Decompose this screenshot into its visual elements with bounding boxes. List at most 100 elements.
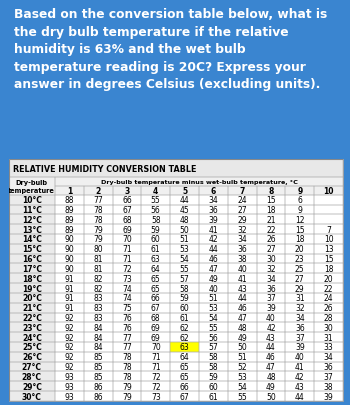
Bar — [257, 362, 285, 371]
Bar — [112, 225, 141, 234]
Bar — [228, 293, 257, 303]
Bar — [285, 205, 314, 215]
Bar — [257, 362, 285, 371]
Text: 38: 38 — [237, 254, 247, 263]
Text: 65: 65 — [180, 372, 189, 381]
Text: 89: 89 — [64, 225, 74, 234]
Text: 47: 47 — [209, 264, 218, 273]
Bar — [112, 371, 141, 382]
Bar — [257, 342, 285, 352]
Bar — [55, 303, 84, 313]
Bar — [112, 391, 141, 401]
Text: 9: 9 — [298, 205, 302, 214]
Bar — [55, 187, 84, 195]
Text: 72: 72 — [151, 372, 161, 381]
Bar — [141, 225, 170, 234]
Text: 24: 24 — [237, 196, 247, 205]
Bar — [199, 333, 228, 342]
Bar — [199, 382, 228, 391]
Bar — [170, 274, 199, 284]
Bar — [257, 254, 285, 264]
Bar — [170, 382, 199, 391]
Bar — [228, 284, 257, 293]
Bar — [199, 382, 228, 391]
Bar — [55, 382, 84, 391]
Bar — [257, 215, 285, 225]
Text: 41: 41 — [295, 362, 304, 371]
Text: 42: 42 — [266, 323, 276, 332]
Text: 81: 81 — [93, 264, 103, 273]
Bar — [257, 264, 285, 274]
Text: 55: 55 — [180, 264, 189, 273]
Text: 14°C: 14°C — [22, 235, 42, 244]
Bar — [228, 244, 257, 254]
Text: 50: 50 — [180, 225, 189, 234]
Bar — [84, 215, 112, 225]
Bar — [228, 382, 257, 391]
Bar — [199, 303, 228, 313]
Bar — [9, 254, 55, 264]
Text: 1: 1 — [66, 187, 72, 196]
Bar — [84, 195, 112, 205]
Text: 90: 90 — [64, 264, 74, 273]
Text: 42: 42 — [295, 372, 304, 381]
Text: 75: 75 — [122, 303, 132, 312]
Bar — [112, 187, 141, 195]
Text: 7: 7 — [239, 187, 245, 196]
Text: 69: 69 — [151, 333, 161, 342]
Bar — [228, 187, 257, 195]
Text: 37: 37 — [266, 294, 276, 303]
Bar — [257, 187, 285, 195]
Bar — [112, 352, 141, 362]
Bar — [9, 313, 55, 323]
Text: 56: 56 — [209, 333, 218, 342]
Bar — [170, 215, 199, 225]
Text: 40: 40 — [237, 264, 247, 273]
Bar — [84, 391, 112, 401]
Text: 29°C: 29°C — [22, 382, 42, 391]
Bar — [84, 205, 112, 215]
Bar — [55, 303, 84, 313]
Bar — [112, 234, 141, 244]
Bar — [257, 333, 285, 342]
Bar — [314, 264, 343, 274]
Bar — [314, 362, 343, 371]
Bar — [84, 284, 112, 293]
Bar — [257, 244, 285, 254]
Text: 47: 47 — [237, 313, 247, 322]
Bar — [84, 244, 112, 254]
Text: 3: 3 — [124, 187, 130, 196]
Bar — [55, 313, 84, 323]
Bar — [199, 342, 228, 352]
Bar — [314, 215, 343, 225]
Bar — [314, 284, 343, 293]
Bar — [9, 244, 55, 254]
Text: 81: 81 — [93, 254, 103, 263]
Bar — [170, 362, 199, 371]
Bar — [112, 187, 141, 195]
Bar — [9, 234, 55, 244]
Text: 92: 92 — [64, 313, 74, 322]
Bar — [9, 244, 55, 254]
Bar — [9, 178, 55, 195]
Bar — [9, 215, 55, 225]
Bar — [84, 391, 112, 401]
Bar — [228, 391, 257, 401]
Bar — [141, 205, 170, 215]
Bar — [285, 352, 314, 362]
Bar — [84, 362, 112, 371]
Bar — [112, 274, 141, 284]
Text: 69: 69 — [122, 225, 132, 234]
Bar — [112, 215, 141, 225]
Bar — [257, 284, 285, 293]
Text: 89: 89 — [64, 205, 74, 214]
Text: 72: 72 — [151, 382, 161, 391]
Bar — [257, 371, 285, 382]
Text: 36: 36 — [324, 362, 334, 371]
Bar — [55, 244, 84, 254]
Bar — [84, 274, 112, 284]
Bar — [314, 254, 343, 264]
Bar — [112, 323, 141, 333]
Text: 20: 20 — [324, 274, 334, 283]
Bar — [285, 187, 314, 195]
